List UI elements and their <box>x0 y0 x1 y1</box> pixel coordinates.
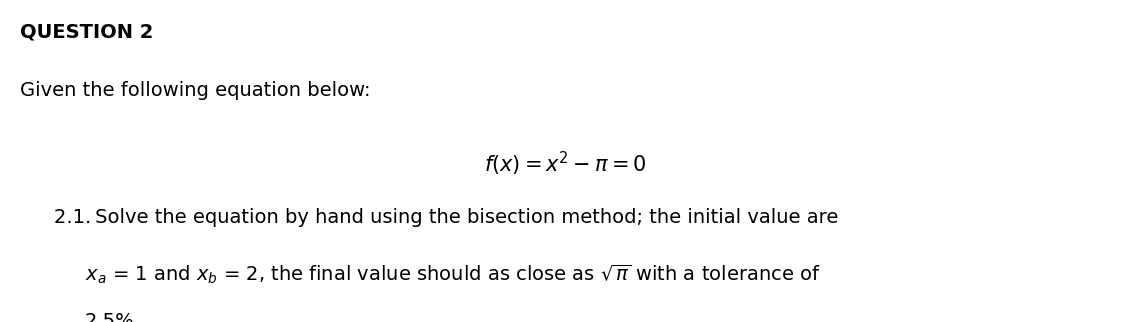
Text: $f(x) = x^2 - \pi = 0$: $f(x) = x^2 - \pi = 0$ <box>484 150 646 178</box>
Text: QUESTION 2: QUESTION 2 <box>20 23 154 42</box>
Text: $x_a$ = 1 and $x_b$ = 2, the final value should as close as $\sqrt{\pi}$ with a : $x_a$ = 1 and $x_b$ = 2, the final value… <box>85 262 820 286</box>
Text: 2.1. Solve the equation by hand using the bisection method; the initial value ar: 2.1. Solve the equation by hand using th… <box>54 208 838 227</box>
Text: 2.5%.: 2.5%. <box>85 312 141 322</box>
Text: Given the following equation below:: Given the following equation below: <box>20 80 371 99</box>
